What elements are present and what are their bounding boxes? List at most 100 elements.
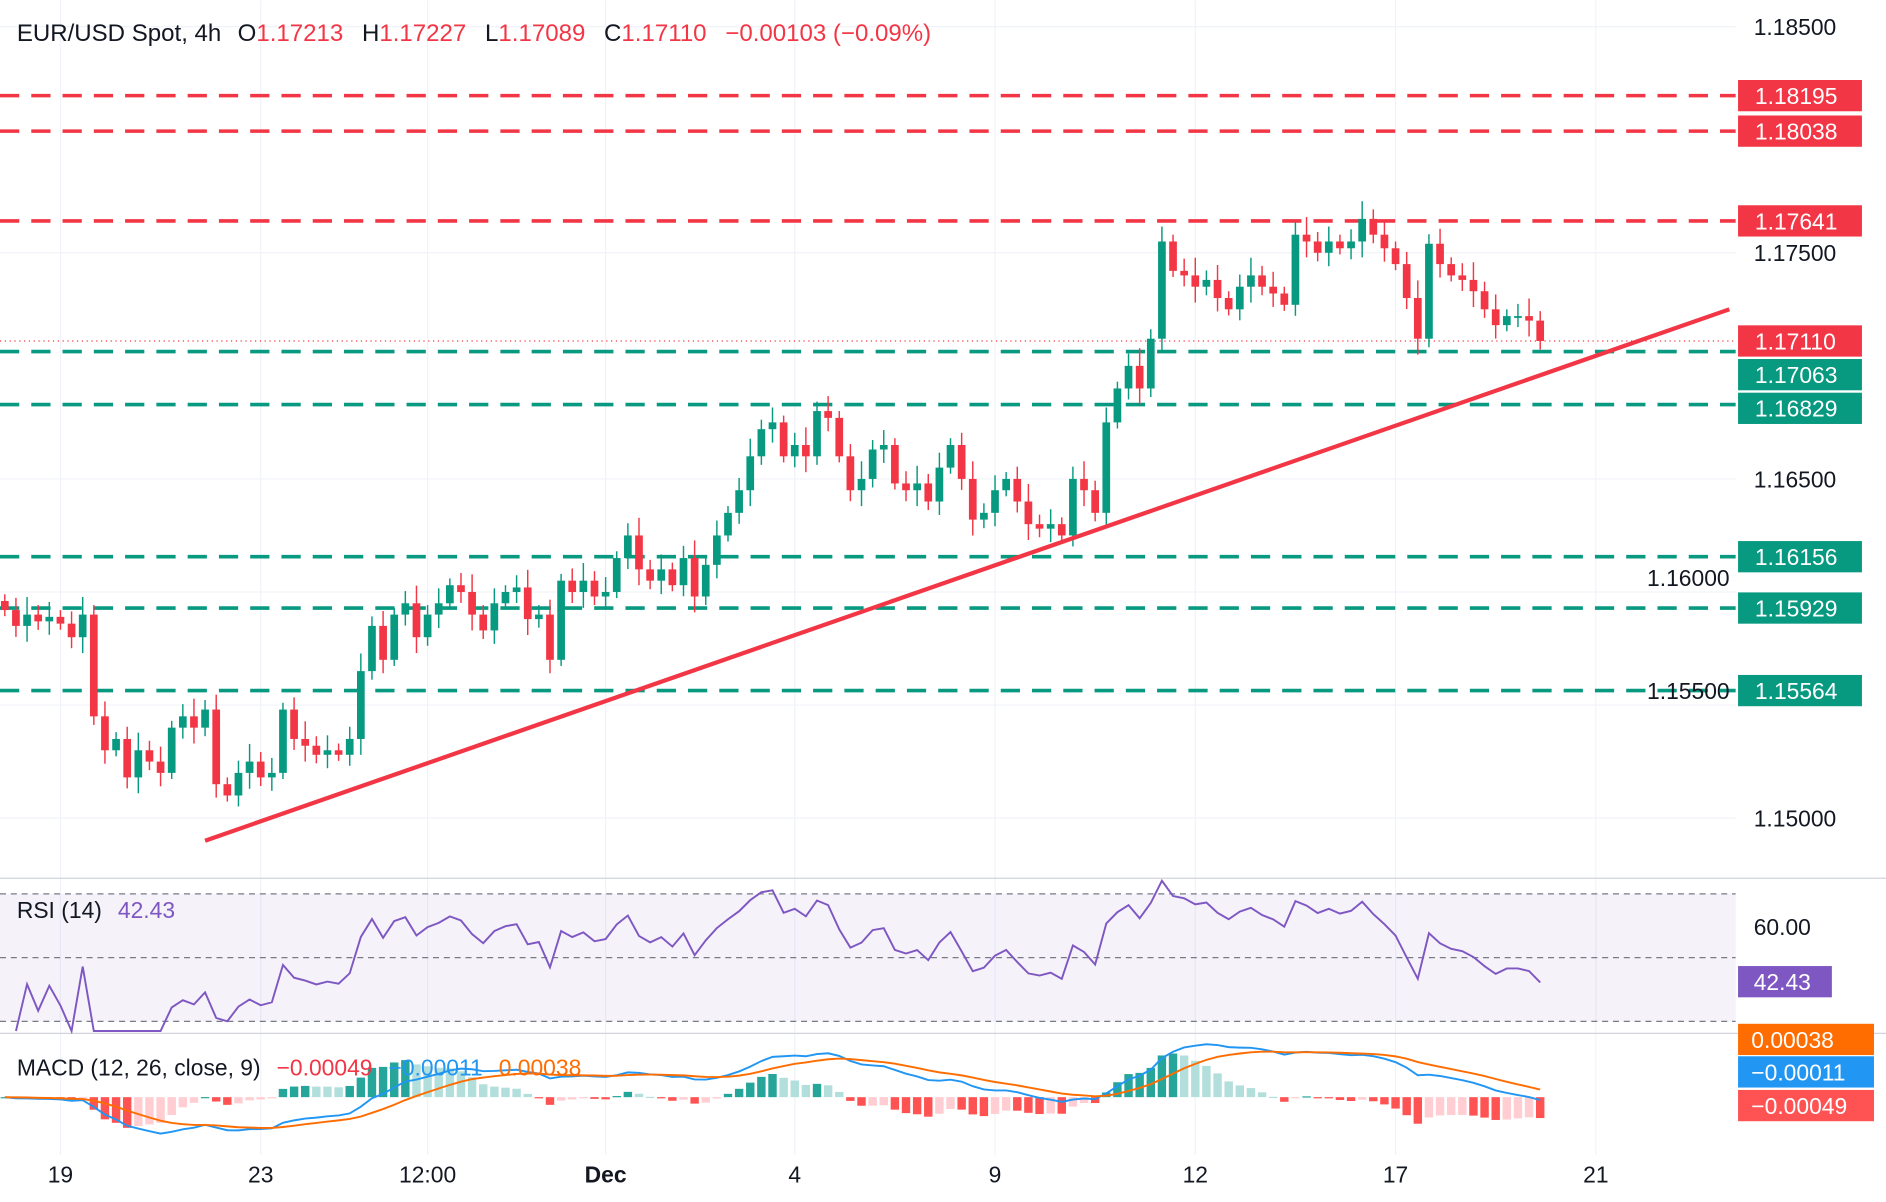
rsi-value-label: 42.43: [1754, 969, 1811, 995]
candle-bearish: [1469, 279, 1478, 292]
y-tick-label: 1.17500: [1754, 240, 1837, 266]
macd-histogram-bar: [657, 1097, 666, 1099]
candle-bullish: [434, 603, 443, 615]
macd-histogram-bar: [490, 1086, 499, 1098]
support-level-label-bg: [1738, 674, 1862, 707]
x-tick-label: Dec: [585, 1162, 627, 1188]
macd-histogram-bar: [757, 1076, 766, 1098]
macd-histogram-bar: [534, 1097, 544, 1099]
macd-histogram-bar: [178, 1097, 188, 1108]
support-level-label: 1.16156: [1755, 544, 1838, 570]
macd-histogram-bar: [846, 1097, 855, 1101]
macd-histogram-bar: [434, 1067, 443, 1098]
candle-bearish: [67, 623, 76, 638]
price-axis: 1.18195 1.18038 1.17641 1.17110 1.17063 1.168…: [1647, 14, 1874, 1122]
macd-histogram-bar: [623, 1091, 633, 1098]
macd-histogram-bar: [701, 1097, 710, 1103]
macd-histogram-bar: [1380, 1097, 1389, 1105]
candle-bearish: [1447, 264, 1456, 276]
macd-histogram-bar: [1458, 1097, 1467, 1115]
macd-histogram-bar: [501, 1087, 510, 1098]
last-price-label-bg: [1738, 325, 1862, 357]
macd-histogram-bar: [768, 1073, 777, 1098]
macd-histogram-bar: [134, 1097, 143, 1127]
macd-histogram-bar: [412, 1064, 421, 1098]
candle-bullish: [390, 614, 399, 660]
candle-bearish: [1302, 234, 1311, 242]
macd-histogram-bar: [1391, 1097, 1400, 1109]
candle-bullish: [1146, 338, 1155, 389]
candle-bullish: [201, 709, 209, 728]
candle-bearish: [1258, 275, 1266, 287]
candle-bullish: [1324, 241, 1333, 253]
candle-bullish: [356, 671, 365, 739]
macd-histogram-bar: [1313, 1097, 1322, 1099]
close-value: 1.17110: [621, 20, 706, 47]
candle-bearish: [0, 601, 9, 611]
candle-bearish: [1336, 241, 1344, 249]
candle-bearish: [1491, 309, 1500, 326]
candle-bearish: [301, 738, 310, 746]
candle-bearish: [457, 585, 465, 592]
macd-histogram-bar: [1113, 1082, 1122, 1098]
macd-histogram-bar: [1424, 1097, 1434, 1118]
macd-histogram-bar: [1302, 1096, 1311, 1098]
candle-bullish: [1002, 478, 1010, 491]
macd-histogram-bar: [111, 1097, 121, 1123]
candle-bullish: [679, 558, 688, 586]
candle-bearish: [89, 614, 98, 717]
symbol-title: EUR/USD Spot, 4h: [17, 20, 221, 47]
macd-histogram-bar: [612, 1096, 621, 1098]
candle-bullish: [991, 490, 999, 513]
candle-bullish: [1514, 316, 1522, 318]
candle-bearish: [190, 716, 198, 728]
macd-histogram-bar: [1191, 1060, 1200, 1098]
macd-histogram-bar: [1024, 1097, 1033, 1113]
candle-bullish: [946, 444, 955, 468]
change-value: −0.00103 (−0.09%): [725, 20, 931, 47]
macd-histogram-bar: [979, 1097, 989, 1117]
candle-bullish: [134, 750, 143, 778]
candle-bearish: [1436, 243, 1444, 265]
candle-bullish: [813, 411, 821, 457]
macd-histogram-bar: [890, 1097, 900, 1110]
candle-bearish: [824, 411, 832, 418]
macd-histogram-bar: [401, 1060, 410, 1098]
candle-bullish: [1158, 241, 1166, 339]
macd-histogram-bar: [445, 1068, 455, 1098]
candle-bullish: [980, 512, 988, 520]
candle-bullish: [1046, 524, 1055, 529]
candle-bullish: [1358, 218, 1367, 242]
high-value: 1.17227: [379, 20, 466, 47]
macd-histogram-bar: [1079, 1097, 1089, 1104]
macd-histogram-bar: [1246, 1088, 1256, 1098]
candle-bearish: [646, 569, 654, 581]
macd-histogram-bar: [334, 1087, 343, 1098]
candle-bullish: [612, 558, 621, 592]
candle-bearish: [1369, 218, 1378, 235]
candle-bullish: [557, 580, 565, 660]
candle-bullish: [1202, 279, 1211, 287]
macd-histogram-bar: [423, 1066, 432, 1098]
candle-bullish: [724, 512, 732, 536]
macd-histogram-bar: [312, 1086, 321, 1098]
macd-histogram-bar: [723, 1093, 733, 1098]
macd-signal-label: 0.00038: [1751, 1027, 1834, 1053]
candle-bearish: [379, 625, 387, 660]
support-level-label-bg: [1738, 392, 1862, 424]
macd-histogram-bar: [734, 1088, 744, 1098]
macd-histogram-bar: [1357, 1097, 1367, 1100]
macd-histogram-bar: [746, 1082, 755, 1098]
macd-histogram-bar: [901, 1097, 911, 1114]
resistance-level-label-bg: [1738, 79, 1862, 112]
candle-bullish: [1069, 478, 1077, 536]
rsi-value-label-bg: [1738, 966, 1832, 998]
candle-bearish: [468, 591, 476, 615]
macd-histogram-label-bg: [1738, 1089, 1874, 1122]
grid: [0, 0, 1736, 1155]
trendline-group[interactable]: [204, 307, 1731, 843]
candle-bullish: [624, 535, 632, 559]
macd-histogram-bar: [790, 1080, 799, 1098]
macd-histogram-bar: [1179, 1055, 1189, 1098]
